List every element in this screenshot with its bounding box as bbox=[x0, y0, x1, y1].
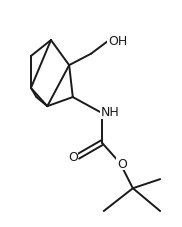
Text: O: O bbox=[68, 150, 78, 163]
Text: O: O bbox=[117, 157, 127, 170]
Text: NH: NH bbox=[101, 106, 120, 119]
Text: OH: OH bbox=[108, 34, 127, 47]
